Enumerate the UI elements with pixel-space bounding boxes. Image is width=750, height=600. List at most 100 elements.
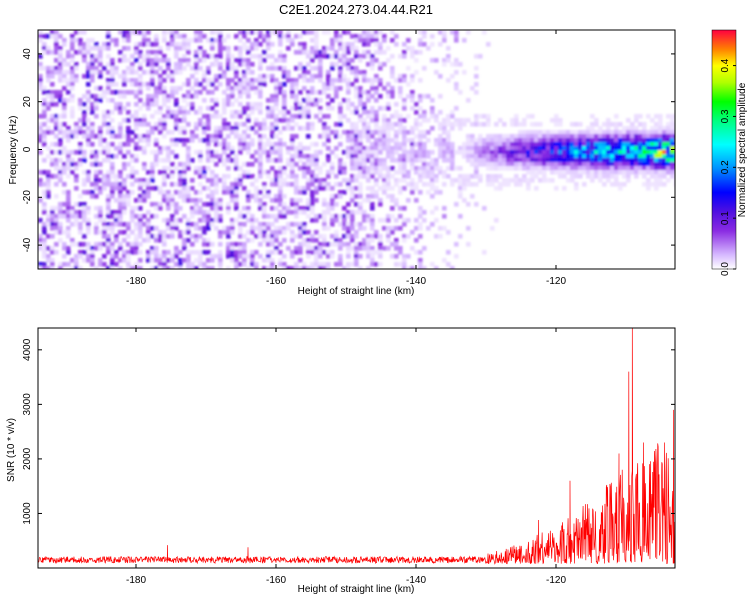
heatmap-cell — [254, 90, 259, 95]
heatmap-cell — [222, 98, 227, 103]
heatmap-cell — [362, 146, 367, 151]
heatmap-cell — [274, 214, 279, 219]
heatmap-cell — [502, 178, 507, 183]
heatmap-cell — [166, 42, 171, 47]
heatmap-cell — [118, 30, 123, 35]
heatmap-cell — [122, 222, 127, 227]
heatmap-cell — [666, 166, 671, 171]
heatmap-cell — [74, 210, 79, 215]
heatmap-cell — [554, 146, 559, 151]
heatmap-cell — [190, 130, 195, 135]
heatmap-cell — [206, 66, 211, 71]
heatmap-cell — [538, 138, 543, 143]
heatmap-cell — [74, 30, 79, 35]
heatmap-cell — [170, 202, 175, 207]
heatmap-cell — [306, 202, 311, 207]
heatmap-cell — [354, 234, 359, 239]
heatmap-cell — [634, 174, 639, 179]
heatmap-cell — [494, 162, 499, 167]
heatmap-cell — [578, 166, 583, 171]
heatmap-cell — [466, 98, 471, 103]
heatmap-cell — [94, 42, 99, 47]
heatmap-cell — [106, 206, 111, 211]
heatmap-cell — [226, 50, 231, 55]
heatmap-cell — [94, 242, 99, 247]
heatmap-cell — [162, 86, 167, 91]
heatmap-cell — [194, 150, 199, 155]
heatmap-cell — [326, 70, 331, 75]
heatmap-cell — [650, 182, 655, 187]
heatmap-cell — [566, 166, 571, 171]
heatmap-cell — [382, 134, 387, 139]
heatmap-cell — [366, 130, 371, 135]
heatmap-cell — [158, 58, 163, 63]
heatmap-cell — [254, 106, 259, 111]
heatmap-cell — [194, 58, 199, 63]
heatmap-cell — [398, 178, 403, 183]
heatmap-cell — [222, 106, 227, 111]
heatmap-cell — [194, 210, 199, 215]
heatmap-cell — [210, 38, 215, 43]
heatmap-cell — [302, 126, 307, 131]
heatmap-cell — [314, 178, 319, 183]
heatmap-cell — [382, 114, 387, 119]
heatmap-cell — [158, 202, 163, 207]
heatmap-cell — [202, 250, 207, 255]
heatmap-cell — [314, 166, 319, 171]
heatmap-cell — [62, 262, 67, 267]
heatmap-cell — [178, 194, 183, 199]
heatmap-cell — [250, 138, 255, 143]
heatmap-cell — [250, 214, 255, 219]
heatmap-cell — [430, 178, 435, 183]
heatmap-cell — [578, 146, 583, 151]
heatmap-cell — [410, 98, 415, 103]
colorbar-frame — [711, 29, 737, 270]
heatmap-cell — [370, 34, 375, 39]
heatmap-cell — [474, 158, 479, 163]
heatmap-cell — [110, 166, 115, 171]
heatmap-cell — [606, 170, 611, 175]
heatmap-cell — [82, 170, 87, 175]
heatmap-cell — [174, 142, 179, 147]
heatmap-cell — [70, 150, 75, 155]
heatmap-cell — [250, 258, 255, 263]
heatmap-cell — [58, 138, 63, 143]
heatmap-cell — [90, 62, 95, 67]
heatmap-cell — [518, 138, 523, 143]
heatmap-cell — [230, 158, 235, 163]
heatmap-cell — [94, 230, 99, 235]
heatmap-cell — [346, 214, 351, 219]
heatmap-cell — [138, 250, 143, 255]
heatmap-cell — [386, 154, 391, 159]
heatmap-cell — [138, 30, 143, 35]
heatmap-cell — [186, 150, 191, 155]
heatmap-cell — [358, 98, 363, 103]
heatmap-cell — [638, 114, 643, 119]
heatmap-cell — [142, 102, 147, 107]
heatmap-cell — [254, 178, 259, 183]
heatmap-cell — [294, 154, 299, 159]
heatmap-cell — [358, 138, 363, 143]
heatmap-cell — [42, 86, 47, 91]
heatmap-cell — [162, 194, 167, 199]
heatmap-cell — [374, 34, 379, 39]
heatmap-cell — [38, 86, 43, 91]
heatmap-cell — [554, 114, 559, 119]
heatmap-cell — [626, 162, 631, 167]
heatmap-cell — [242, 170, 247, 175]
heatmap-cell — [398, 170, 403, 175]
heatmap-cell — [398, 122, 403, 127]
heatmap-cell — [670, 142, 675, 147]
heatmap-cell — [602, 130, 607, 135]
heatmap-cell — [74, 202, 79, 207]
heatmap-cell — [314, 254, 319, 259]
heatmap-cell — [154, 50, 159, 55]
heatmap-cell — [306, 162, 311, 167]
heatmap-cell — [458, 182, 463, 187]
heatmap-cell — [366, 34, 371, 39]
heatmap-cell — [358, 54, 363, 59]
heatmap-cell — [54, 134, 59, 139]
heatmap-cell — [198, 258, 203, 263]
heatmap-cell — [622, 126, 627, 131]
heatmap-cell — [434, 178, 439, 183]
